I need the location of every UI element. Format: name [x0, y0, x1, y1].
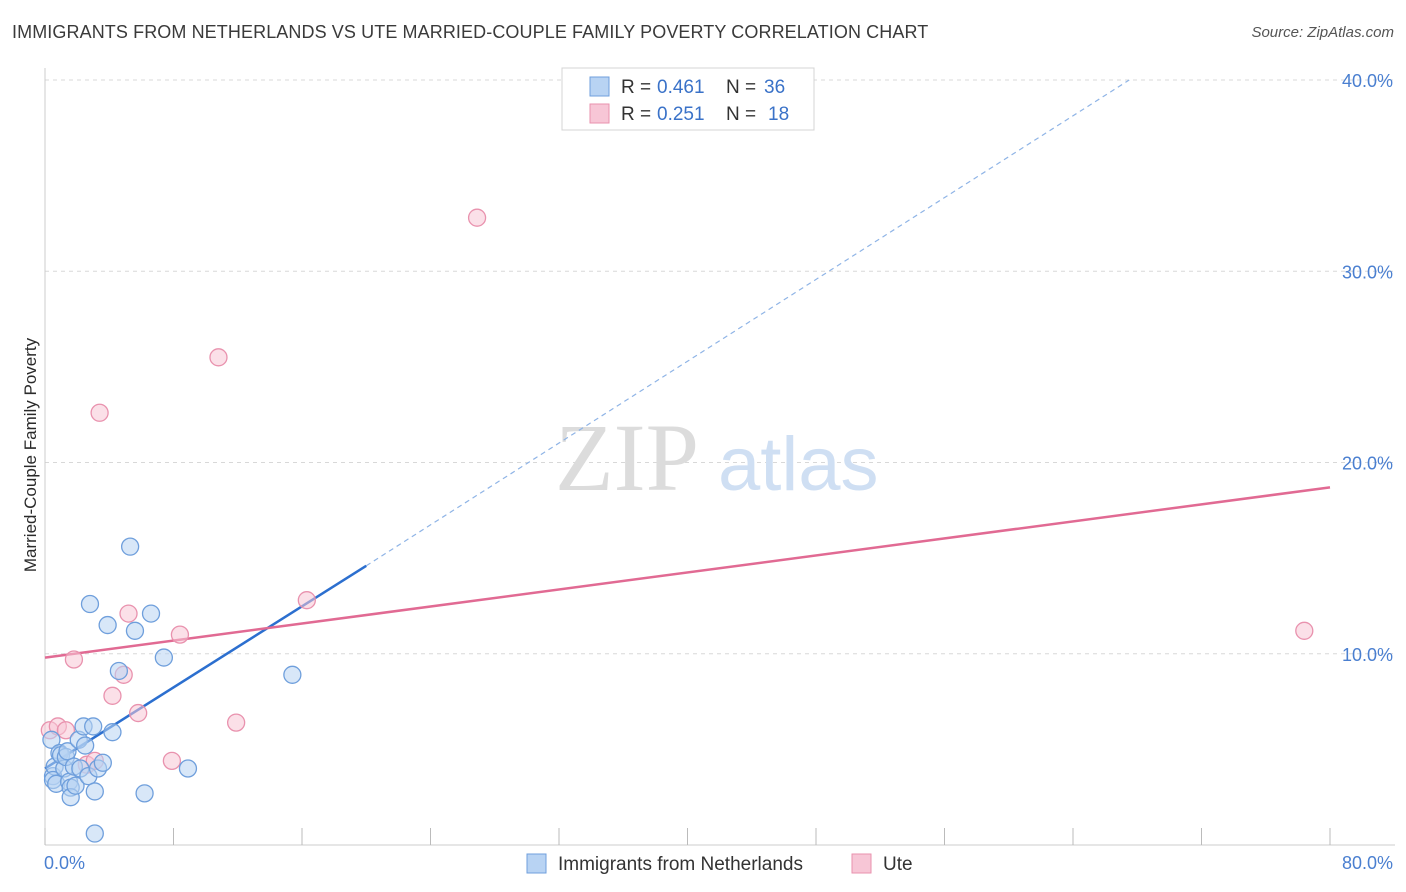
- watermark-atlas: atlas: [718, 422, 879, 507]
- legend-blue-n-value: 36: [764, 77, 785, 98]
- legend-pink-swatch: [589, 103, 610, 124]
- netherlands-point: [76, 736, 95, 755]
- netherlands-point: [154, 648, 174, 667]
- grid-lines: 10.0% 20.0% 30.0% 40.0%: [45, 71, 1395, 665]
- legend-blue-n-label: N =: [726, 77, 756, 98]
- netherlands-point: [98, 615, 117, 635]
- watermark-zip: ZIP: [555, 404, 699, 511]
- ute-point: [162, 751, 182, 770]
- netherlands-point: [125, 621, 145, 640]
- netherlands-point: [283, 665, 302, 684]
- y-tick-label: 20.0%: [1342, 454, 1393, 474]
- ute-point: [119, 604, 138, 623]
- netherlands-point: [120, 537, 140, 556]
- blue-trend-extension: [365, 79, 1130, 567]
- netherlands-point: [85, 782, 104, 801]
- legend-pink-r-label: R =: [621, 104, 651, 125]
- y-tick-label: 10.0%: [1342, 645, 1393, 665]
- x-tick-label-max: 80.0%: [1342, 853, 1393, 873]
- netherlands-point: [84, 717, 103, 736]
- netherlands-point: [178, 759, 198, 778]
- ute-point: [297, 591, 316, 610]
- netherlands-point: [85, 824, 104, 843]
- legend-bottom: Immigrants from Netherlands Ute: [526, 853, 913, 875]
- ute-point: [226, 713, 246, 732]
- ute-point: [56, 721, 76, 740]
- ute-point: [90, 403, 109, 422]
- legend-blue-r-label: R =: [621, 77, 651, 98]
- axes: [44, 68, 1395, 846]
- data-points: [40, 208, 1314, 843]
- legend-bottom-pink-swatch: [851, 853, 872, 874]
- source-label: Source: ZipAtlas.com: [1251, 24, 1394, 41]
- y-tick-label: 30.0%: [1342, 262, 1393, 282]
- netherlands-point: [135, 784, 154, 803]
- netherlands-point: [109, 661, 129, 681]
- legend-blue-swatch: [589, 76, 610, 97]
- netherlands-point: [58, 742, 77, 761]
- netherlands-point: [80, 594, 100, 614]
- ute-point: [467, 208, 487, 227]
- netherlands-point: [103, 723, 122, 742]
- legend-pink-n-label: N =: [726, 104, 756, 125]
- legend-bottom-pink-label: Ute: [883, 854, 913, 875]
- x-tick-label-min: 0.0%: [44, 853, 85, 873]
- chart-title: IMMIGRANTS FROM NETHERLANDS VS UTE MARRI…: [12, 22, 929, 42]
- legend-bottom-blue-label: Immigrants from Netherlands: [558, 854, 803, 875]
- legend-pink-r-value: 0.251: [657, 104, 705, 125]
- pink-trend-line: [44, 486, 1331, 659]
- netherlands-point: [66, 776, 85, 795]
- y-axis-label: Married-Couple Family Poverty: [21, 337, 40, 572]
- watermark: ZIP atlas: [555, 404, 879, 511]
- ute-point: [209, 348, 228, 367]
- y-tick-label: 40.0%: [1342, 71, 1393, 91]
- legend-bottom-blue-swatch: [526, 853, 547, 874]
- ute-point: [1295, 621, 1314, 640]
- ute-point: [170, 625, 190, 644]
- netherlands-point: [42, 730, 61, 749]
- ute-point: [129, 703, 148, 723]
- ute-point: [103, 686, 122, 705]
- netherlands-point: [141, 604, 161, 623]
- ute-point: [64, 650, 84, 669]
- legend-blue-r-value: 0.461: [657, 77, 705, 98]
- legend-pink-n-value: 18: [768, 104, 789, 125]
- legend-top: R = 0.461 N = 36 R = 0.251 N = 18: [561, 67, 815, 131]
- netherlands-point: [93, 753, 112, 772]
